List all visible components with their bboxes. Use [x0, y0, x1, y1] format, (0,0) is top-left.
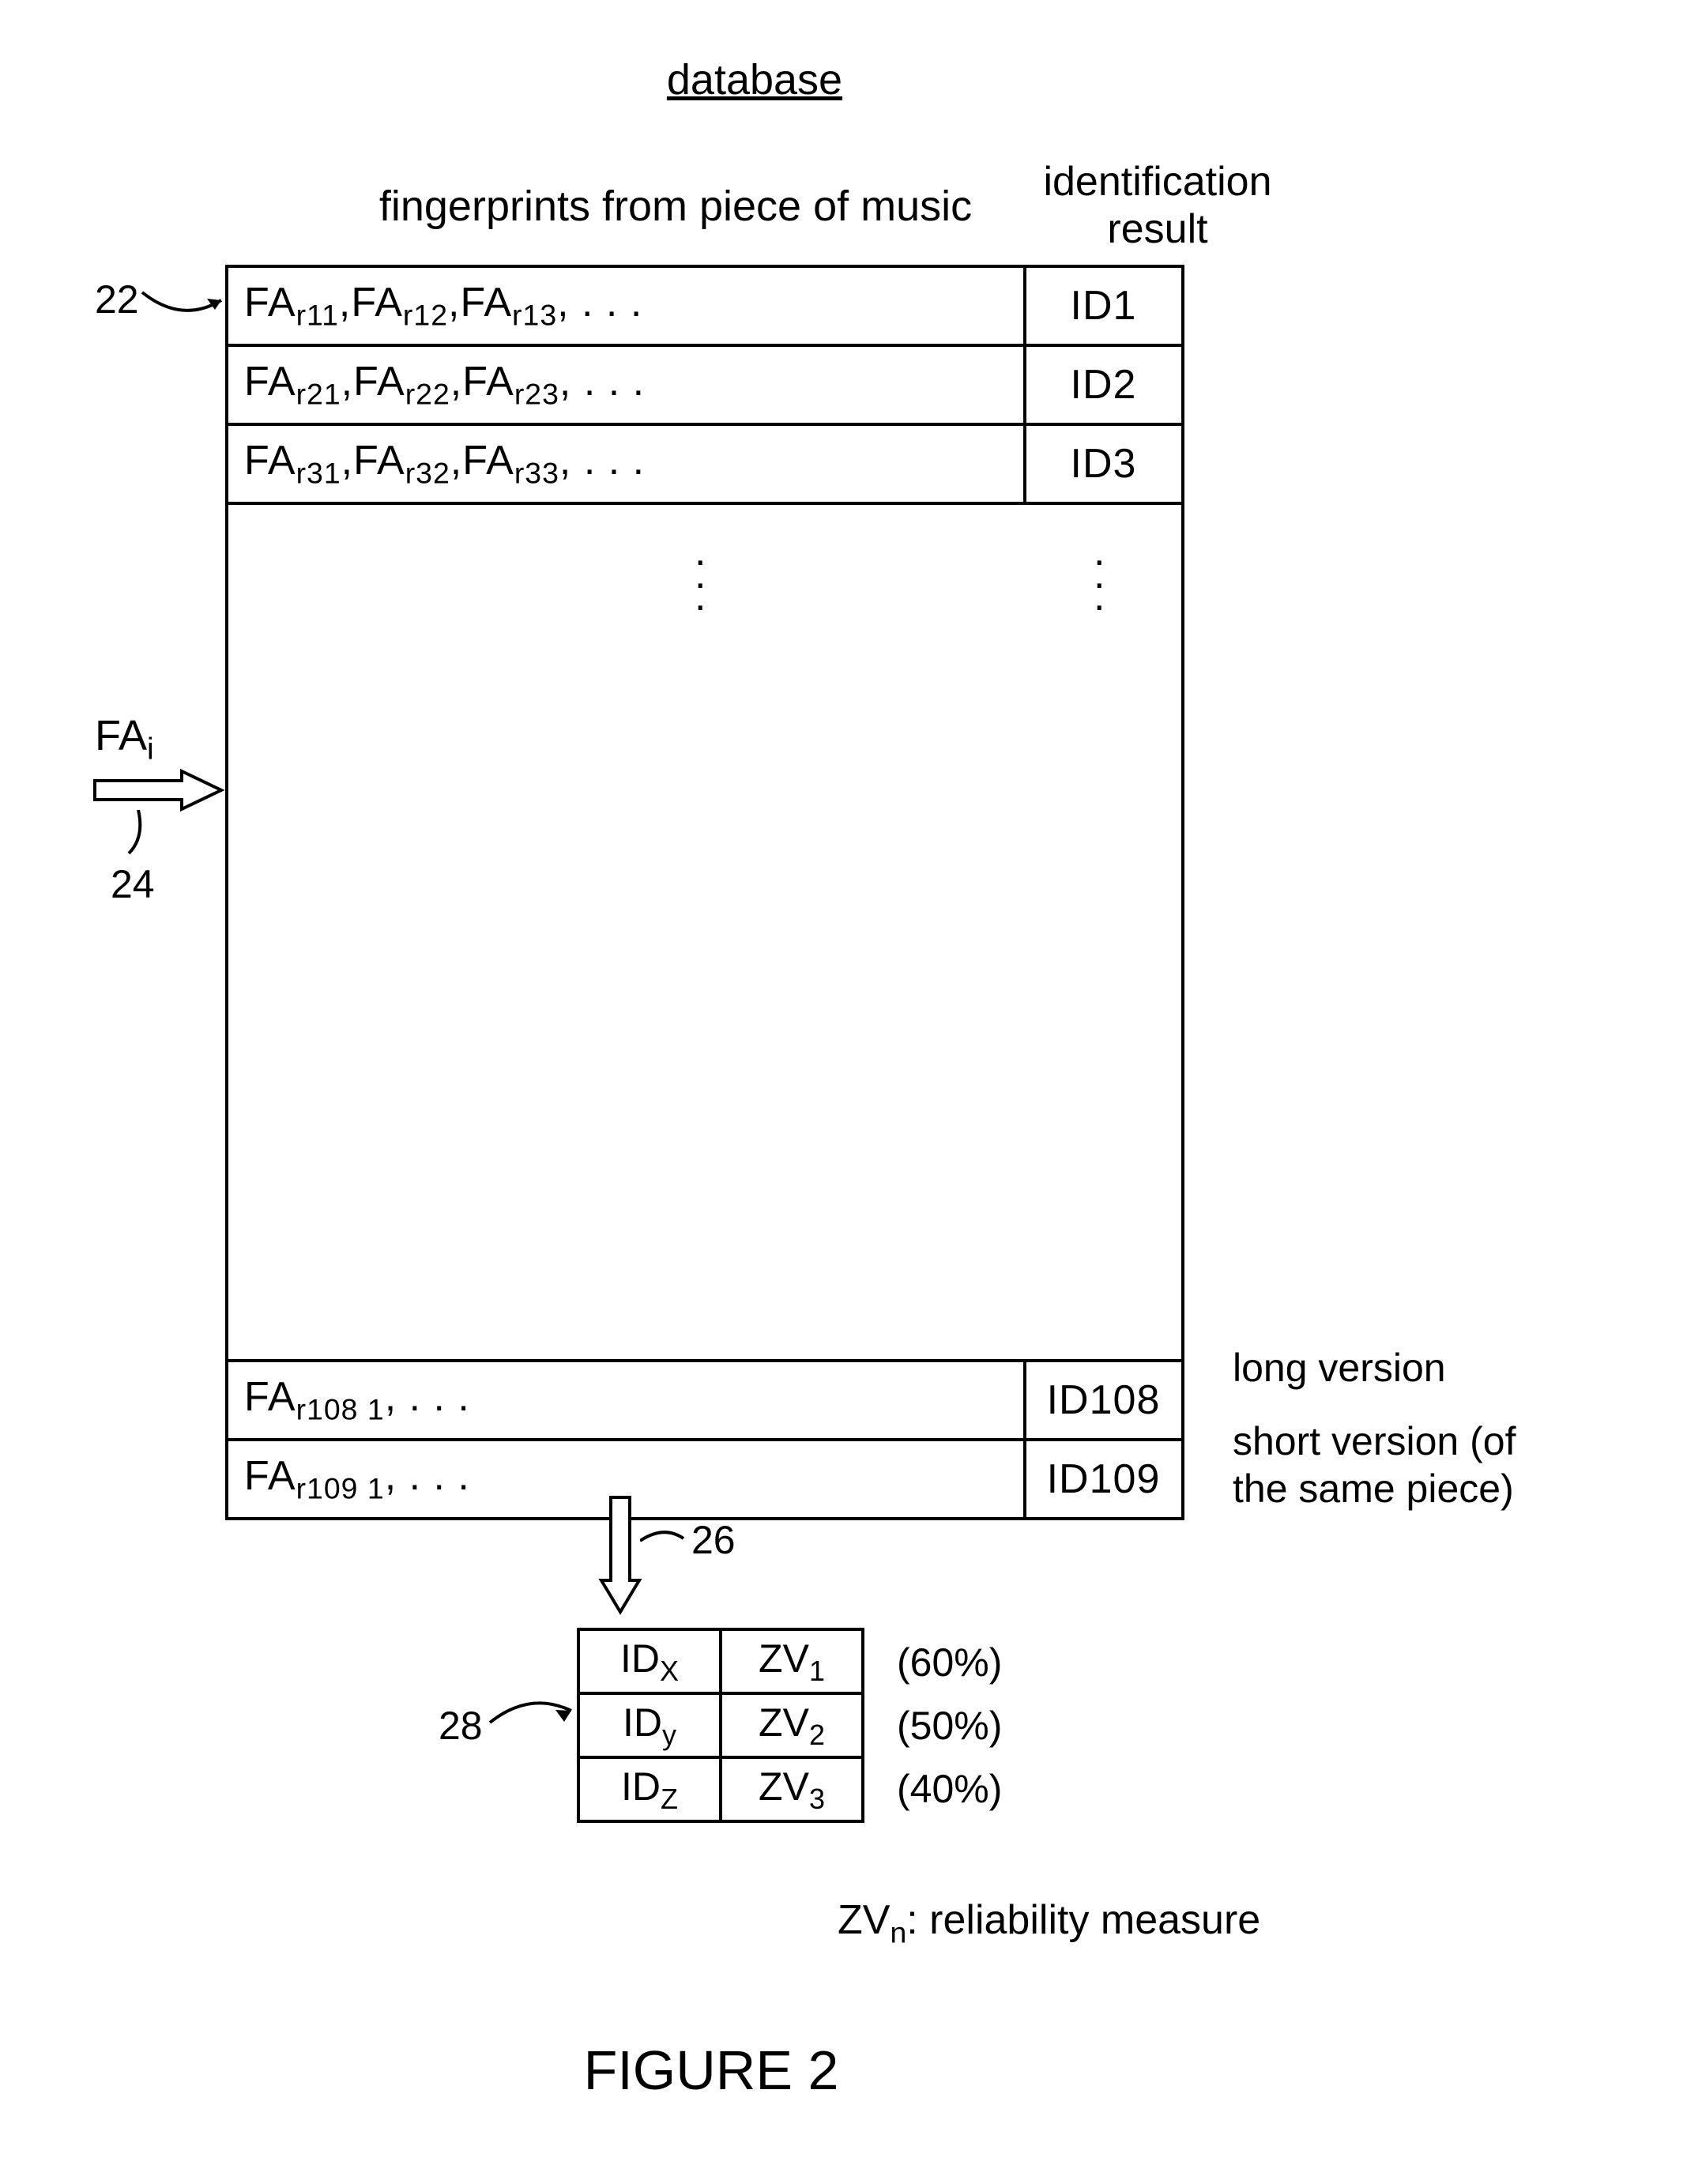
- arrow-down-icon: [597, 1493, 644, 1616]
- table-row: FAr108 1, . . . ID108: [227, 1361, 1183, 1440]
- table-row: IDX ZV1: [578, 1629, 863, 1693]
- fp-cell: FAr21,FAr22,FAr23, . . .: [227, 345, 1025, 424]
- res-zv-cell: ZV2: [721, 1693, 863, 1757]
- figure-label: FIGURE 2: [553, 2039, 869, 2102]
- table-row: FAr11,FAr12,FAr13, . . . ID1: [227, 266, 1183, 345]
- id-cell: ID3: [1025, 424, 1183, 503]
- arrow-right-icon: [91, 766, 225, 814]
- result-table: IDX ZV1 IDy ZV2 IDZ ZV3: [577, 1628, 864, 1823]
- pct-label: (40%): [897, 1766, 1002, 1812]
- id-cell: ID108: [1025, 1361, 1183, 1440]
- fp-cell: FAr108 1, . . .: [227, 1361, 1025, 1440]
- table-row: FAr31,FAr32,FAr33, . . . ID3: [227, 424, 1183, 503]
- callout-28: 28: [439, 1703, 483, 1749]
- reliability-note: ZVn: reliability measure: [838, 1896, 1260, 1949]
- res-id-cell: IDZ: [578, 1757, 721, 1821]
- vertical-dots-icon: ...: [695, 540, 706, 608]
- label-short-version-line2: the same piece): [1233, 1466, 1514, 1512]
- res-id-cell: IDX: [578, 1629, 721, 1693]
- id-cell: ID1: [1025, 266, 1183, 345]
- leader-28-icon: [486, 1691, 577, 1734]
- id-cell: ID109: [1025, 1440, 1183, 1519]
- res-zv-cell: ZV3: [721, 1757, 863, 1821]
- table-row-ellipsis: ... ...: [227, 503, 1183, 1361]
- table-row: IDZ ZV3: [578, 1757, 863, 1821]
- callout-24: 24: [111, 861, 155, 907]
- fp-cell: FAr31,FAr32,FAr33, . . .: [227, 424, 1025, 503]
- pct-label: (60%): [897, 1640, 1002, 1685]
- callout-26: 26: [691, 1517, 736, 1563]
- leader-24-icon: [115, 810, 162, 865]
- id-cell: ID2: [1025, 345, 1183, 424]
- callout-22: 22: [95, 277, 139, 322]
- vertical-dots-icon: ...: [1094, 540, 1105, 608]
- header-result-line1: identification: [1031, 158, 1284, 205]
- leader-22-icon: [138, 281, 225, 324]
- fai-label: FAi: [95, 711, 154, 767]
- leader-26-icon: [640, 1521, 695, 1561]
- res-id-cell: IDy: [578, 1693, 721, 1757]
- header-result-line2: result: [1031, 205, 1284, 253]
- table-row: IDy ZV2: [578, 1693, 863, 1757]
- fp-cell: FAr11,FAr12,FAr13, . . .: [227, 266, 1025, 345]
- page: database fingerprints from piece of musi…: [0, 0, 1702, 2184]
- label-short-version-line1: short version (of: [1233, 1418, 1516, 1464]
- label-long-version: long version: [1233, 1345, 1446, 1391]
- title: database: [616, 55, 893, 104]
- table-row: FAr21,FAr22,FAr23, . . . ID2: [227, 345, 1183, 424]
- res-zv-cell: ZV1: [721, 1629, 863, 1693]
- table-row: FAr109 1, . . . ID109: [227, 1440, 1183, 1519]
- pct-label: (50%): [897, 1703, 1002, 1749]
- header-fingerprints: fingerprints from piece of music: [340, 182, 1011, 231]
- database-table: FAr11,FAr12,FAr13, . . . ID1 FAr21,FAr22…: [225, 265, 1184, 1520]
